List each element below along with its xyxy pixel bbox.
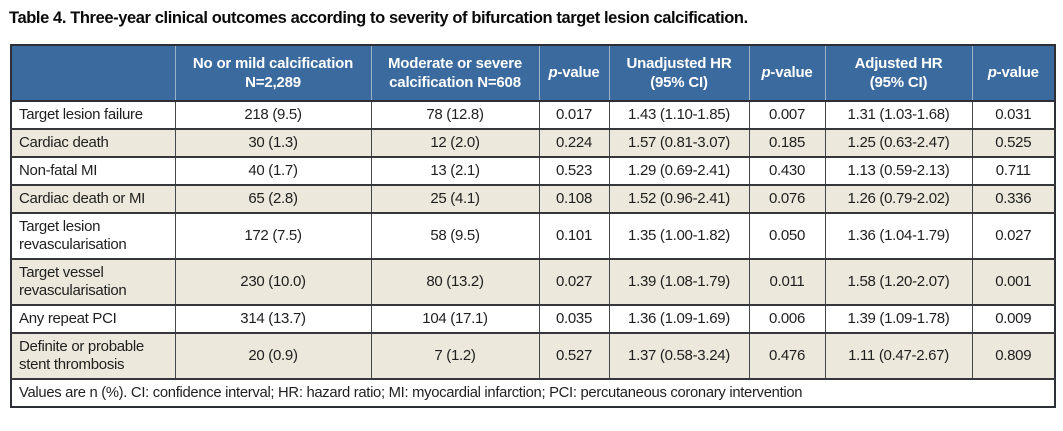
data-cell: 1.13 (0.59-2.13) — [824, 155, 972, 185]
header-line: Adjusted HR — [854, 54, 943, 72]
data-cell: 104 (17.1) — [370, 303, 539, 333]
data-cell: 65 (2.8) — [174, 183, 371, 213]
header-line: N=2,289 — [245, 73, 301, 91]
data-cell: 1.39 (1.08-1.79) — [608, 257, 749, 305]
data-cell: 1.11 (0.47-2.67) — [824, 331, 972, 379]
table-title: Table 4. Three-year clinical outcomes ac… — [9, 9, 748, 27]
table-row-non-fatal-mi: Non-fatal MI 40 (1.7) 13 (2.1) 0.523 1.2… — [11, 155, 1055, 185]
data-cell: 0.027 — [538, 257, 609, 305]
data-cell: 0.035 — [538, 303, 609, 333]
row-label: Target lesion revascularisation — [11, 211, 175, 259]
clinical-outcomes-table: No or mild calcification N=2,289 Moderat… — [10, 43, 1056, 408]
data-cell: 1.58 (1.20-2.07) — [824, 257, 972, 305]
footnote-row: Values are n (%). CI: confidence interva… — [11, 377, 1055, 407]
header-line: Unadjusted HR — [626, 54, 732, 72]
data-cell: 0.101 — [538, 211, 609, 259]
column-header-p-value-1: p-value — [538, 44, 609, 102]
data-cell: 1.52 (0.96-2.41) — [608, 183, 749, 213]
data-cell: 40 (1.7) — [174, 155, 371, 185]
row-label: Any repeat PCI — [11, 303, 175, 333]
data-cell: 1.39 (1.09-1.78) — [824, 303, 972, 333]
column-header-empty — [11, 44, 175, 102]
column-header-adjusted-hr: Adjusted HR (95% CI) — [824, 44, 972, 102]
data-cell: 1.36 (1.04-1.79) — [824, 211, 972, 259]
row-label: Non-fatal MI — [11, 155, 175, 185]
data-cell: 0.050 — [748, 211, 825, 259]
row-label: Cardiac death or MI — [11, 183, 175, 213]
header-line: No or mild calcification — [192, 54, 354, 72]
data-cell: 1.26 (0.79-2.02) — [824, 183, 972, 213]
column-header-p-value-3: p-value — [971, 44, 1055, 102]
table-row-target-lesion-revascularisation: Target lesion revascularisation 172 (7.5… — [11, 211, 1055, 259]
data-cell: 58 (9.5) — [370, 211, 539, 259]
column-header-moderate-or-severe-calcification: Moderate or severe calcification N=608 — [370, 44, 539, 102]
row-label: Definite or probable stent thrombosis — [11, 331, 175, 379]
data-cell: 314 (13.7) — [174, 303, 371, 333]
data-cell: 1.36 (1.09-1.69) — [608, 303, 749, 333]
data-cell: 0.027 — [971, 211, 1055, 259]
data-cell: 80 (13.2) — [370, 257, 539, 305]
header-line: (95% CI) — [869, 73, 928, 91]
data-cell: 78 (12.8) — [370, 99, 539, 129]
data-cell: 12 (2.0) — [370, 127, 539, 157]
data-cell: 1.31 (1.03-1.68) — [824, 99, 972, 129]
data-cell: 1.43 (1.10-1.85) — [608, 99, 749, 129]
data-cell: 0.336 — [971, 183, 1055, 213]
data-cell: 1.25 (0.63-2.47) — [824, 127, 972, 157]
data-cell: 0.809 — [971, 331, 1055, 379]
row-label: Cardiac death — [11, 127, 175, 157]
data-cell: 25 (4.1) — [370, 183, 539, 213]
table-row-cardiac-death: Cardiac death 30 (1.3) 12 (2.0) 0.224 1.… — [11, 127, 1055, 157]
data-cell: 7 (1.2) — [370, 331, 539, 379]
header-line: calcification N=608 — [389, 73, 521, 91]
header-row: No or mild calcification N=2,289 Moderat… — [11, 44, 1055, 102]
data-cell: 0.525 — [971, 127, 1055, 157]
row-label: Target vessel revascularisation — [11, 257, 175, 305]
data-cell: 1.57 (0.81-3.07) — [608, 127, 749, 157]
data-cell: 0.076 — [748, 183, 825, 213]
table-header: No or mild calcification N=2,289 Moderat… — [11, 44, 1055, 102]
data-cell: 0.011 — [748, 257, 825, 305]
data-cell: 0.185 — [748, 127, 825, 157]
header-line: Moderate or severe — [388, 54, 522, 72]
data-cell: 0.006 — [748, 303, 825, 333]
table-row-definite-or-probable-stent-thrombosis: Definite or probable stent thrombosis 20… — [11, 331, 1055, 379]
data-cell: 0.017 — [538, 99, 609, 129]
data-cell: 0.031 — [971, 99, 1055, 129]
data-cell: 0.711 — [971, 155, 1055, 185]
data-cell: 0.476 — [748, 331, 825, 379]
column-header-unadjusted-hr: Unadjusted HR (95% CI) — [608, 44, 749, 102]
data-cell: 218 (9.5) — [174, 99, 371, 129]
data-cell: 0.009 — [971, 303, 1055, 333]
data-cell: 0.527 — [538, 331, 609, 379]
table-row-target-vessel-revascularisation: Target vessel revascularisation 230 (10.… — [11, 257, 1055, 305]
data-cell: 30 (1.3) — [174, 127, 371, 157]
data-cell: 172 (7.5) — [174, 211, 371, 259]
data-cell: 1.37 (0.58-3.24) — [608, 331, 749, 379]
table-body: Target lesion failure 218 (9.5) 78 (12.8… — [11, 99, 1055, 407]
table-footnote: Values are n (%). CI: confidence interva… — [11, 377, 1055, 407]
header-line: (95% CI) — [650, 73, 708, 91]
data-cell: 0.224 — [538, 127, 609, 157]
data-cell: 13 (2.1) — [370, 155, 539, 185]
table-row-cardiac-death-or-mi: Cardiac death or MI 65 (2.8) 25 (4.1) 0.… — [11, 183, 1055, 213]
column-header-p-value-2: p-value — [748, 44, 825, 102]
data-cell: 0.523 — [538, 155, 609, 185]
table-row-any-repeat-pci: Any repeat PCI 314 (13.7) 104 (17.1) 0.0… — [11, 303, 1055, 333]
header-line: p-value — [761, 64, 813, 82]
column-header-no-or-mild-calcification: No or mild calcification N=2,289 — [174, 44, 371, 102]
data-cell: 0.007 — [748, 99, 825, 129]
data-cell: 230 (10.0) — [174, 257, 371, 305]
header-line: p-value — [548, 64, 600, 82]
data-cell: 20 (0.9) — [174, 331, 371, 379]
data-cell: 1.29 (0.69-2.41) — [608, 155, 749, 185]
row-label: Target lesion failure — [11, 99, 175, 129]
data-cell: 0.108 — [538, 183, 609, 213]
data-cell: 0.430 — [748, 155, 825, 185]
table-row-target-lesion-failure: Target lesion failure 218 (9.5) 78 (12.8… — [11, 99, 1055, 129]
data-cell: 1.35 (1.00-1.82) — [608, 211, 749, 259]
data-cell: 0.001 — [971, 257, 1055, 305]
header-line: p-value — [987, 64, 1039, 82]
